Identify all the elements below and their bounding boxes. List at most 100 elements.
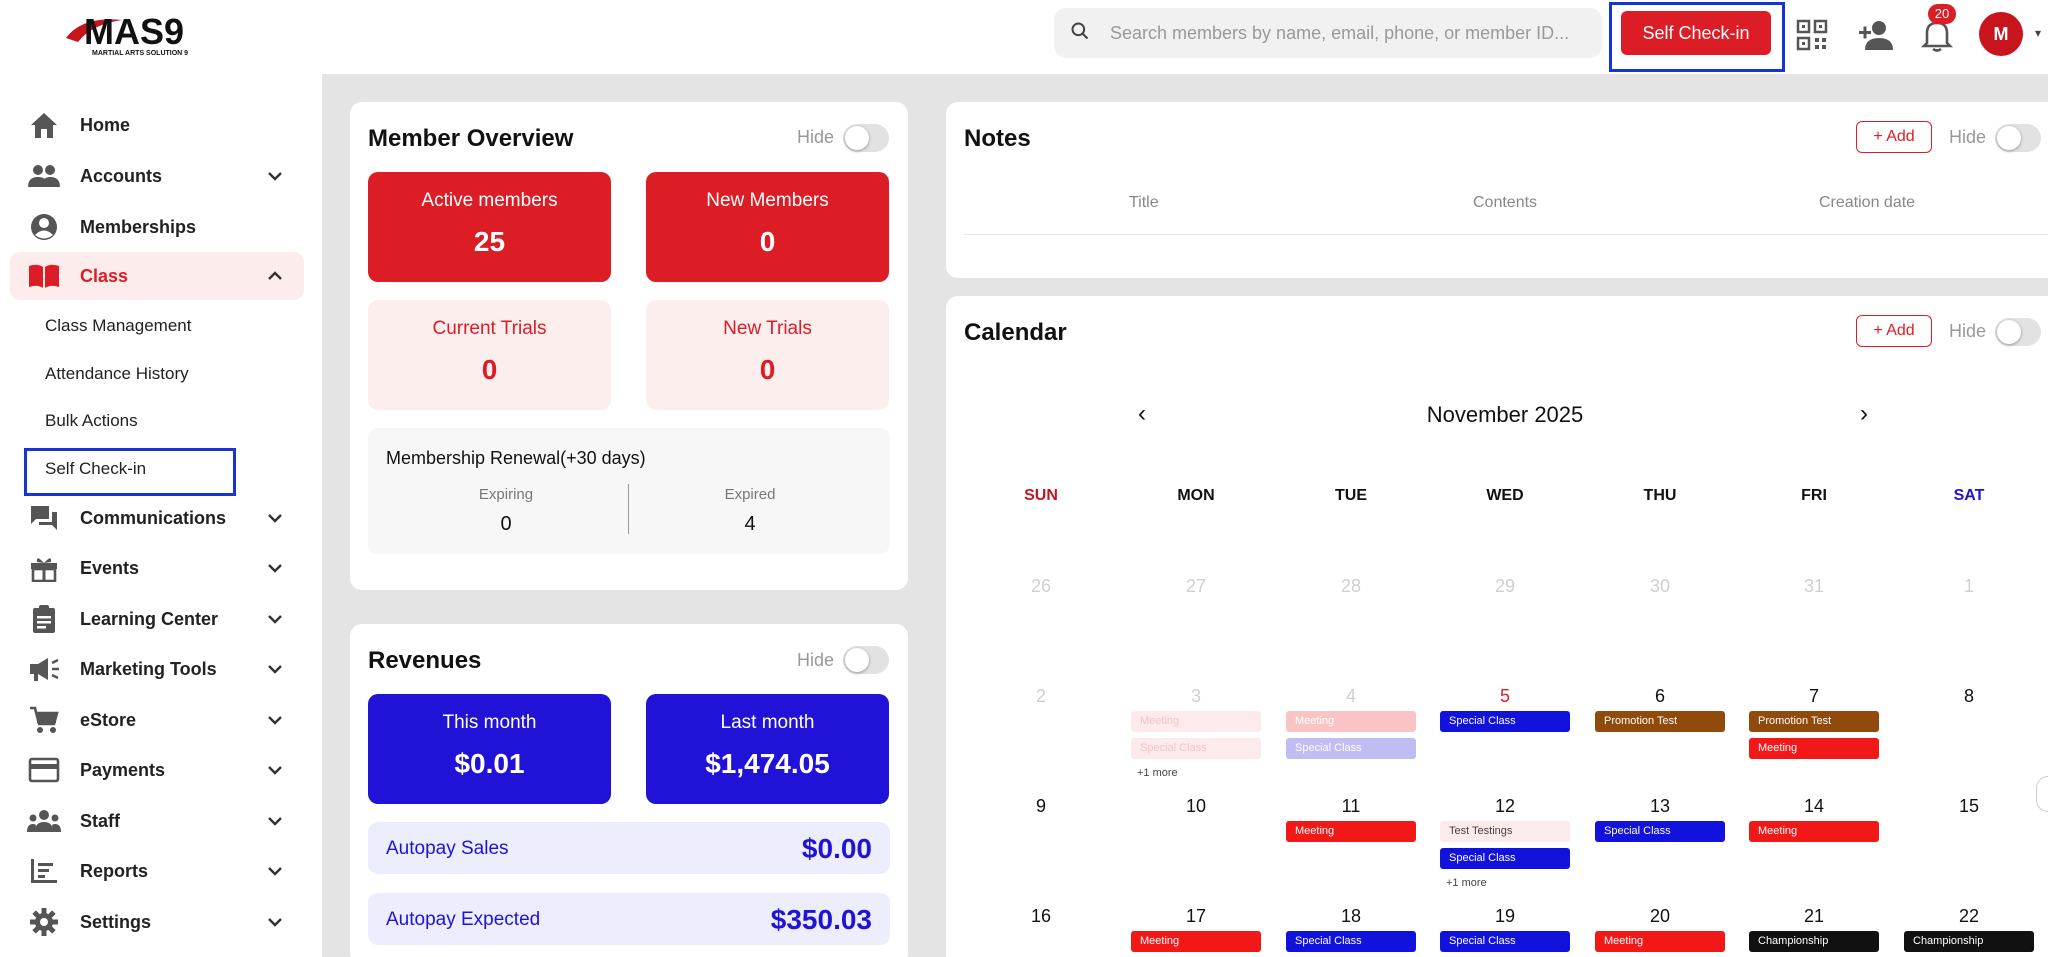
calendar-day-cell[interactable]: 5 [1499, 686, 1510, 706]
calendar-hide-toggle[interactable] [1995, 318, 2041, 346]
sidebar-item-estore[interactable]: eStore [10, 696, 304, 744]
sidebar-subitem-class-management[interactable]: Class Management [45, 316, 192, 335]
calendar-more-link[interactable]: +1 more [1446, 877, 1487, 889]
calendar-day-cell[interactable]: 18 [1340, 906, 1362, 926]
calendar-day-cell[interactable]: 21 [1803, 906, 1825, 926]
sidebar-item-marketing-tools[interactable]: Marketing Tools [10, 645, 304, 693]
revenues-hide-toggle[interactable] [843, 646, 889, 674]
calendar-day-cell[interactable]: 26 [1030, 576, 1052, 596]
calendar-event[interactable]: Special Class [1286, 738, 1416, 759]
chevron-down-icon [268, 172, 282, 181]
weekday-fri: FRI [1801, 487, 1827, 504]
calendar-day-cell[interactable]: 17 [1185, 906, 1207, 926]
sidebar-item-settings[interactable]: Settings [10, 898, 304, 946]
active-members-stat[interactable]: Active members 25 [368, 172, 611, 282]
add-user-icon[interactable] [1856, 15, 1896, 55]
user-avatar[interactable]: M [1979, 12, 2023, 56]
calendar-more-link[interactable]: +1 more [1137, 767, 1178, 779]
calendar-event[interactable]: Championship [1749, 931, 1879, 952]
calendar-event[interactable]: Promotion Test [1749, 711, 1879, 732]
notes-column-contents[interactable]: Contents [1473, 194, 1538, 211]
sidebar-item-events[interactable]: Events [10, 544, 304, 592]
last-month-revenue-stat[interactable]: Last month $1,474.05 [646, 694, 889, 804]
sidebar-subitem-attendance-history[interactable]: Attendance History [45, 364, 189, 383]
calendar-day-cell[interactable]: 20 [1649, 906, 1671, 926]
autopay-expected-value: $350.03 [770, 904, 872, 935]
calendar-day-cell[interactable]: 11 [1341, 796, 1361, 816]
expiring-stat[interactable]: Expiring 0 [406, 486, 606, 536]
sidebar-item-home[interactable]: Home [10, 101, 304, 149]
calendar-day-cell[interactable]: 2 [1035, 686, 1046, 706]
sidebar-item-payments[interactable]: Payments [10, 746, 304, 794]
expiring-value: 0 [500, 513, 512, 535]
add-calendar-event-button[interactable]: + Add [1856, 315, 1932, 347]
add-note-button[interactable]: + Add [1856, 121, 1932, 153]
qr-code-icon[interactable] [1792, 15, 1832, 55]
calendar-day-cell[interactable]: 15 [1958, 796, 1980, 816]
calendar-day-cell[interactable]: 29 [1494, 576, 1516, 596]
calendar-day-cell[interactable]: 12 [1494, 796, 1516, 816]
calendar-event[interactable]: Special Class [1440, 848, 1570, 869]
sidebar-item-class[interactable]: Class [10, 252, 304, 300]
mas9-logo[interactable]: MAS9 MARTIAL ARTS SOLUTION 9 [62, 8, 242, 58]
svg-text:MARTIAL ARTS SOLUTION 9: MARTIAL ARTS SOLUTION 9 [92, 50, 188, 57]
calendar-event[interactable]: Championship [1904, 931, 2034, 952]
calendar-day-cell[interactable]: 27 [1185, 576, 1207, 596]
calendar-event[interactable]: Meeting [1749, 821, 1879, 842]
search-input[interactable] [1110, 22, 1580, 44]
sidebar-item-staff[interactable]: Staff [10, 797, 304, 845]
expired-stat[interactable]: Expired 4 [650, 486, 850, 536]
sidebar-item-memberships[interactable]: Memberships [10, 203, 304, 251]
calendar-event[interactable]: Meeting [1131, 711, 1261, 732]
calendar-event[interactable]: Special Class [1286, 931, 1416, 952]
new-trials-stat[interactable]: New Trials 0 [646, 300, 889, 410]
current-trials-stat[interactable]: Current Trials 0 [368, 300, 611, 410]
calendar-event[interactable]: Special Class [1595, 821, 1725, 842]
calendar-day-cell[interactable]: 31 [1803, 576, 1825, 596]
next-month-button[interactable]: › [1860, 400, 1868, 427]
autopay-sales-row[interactable]: Autopay Sales $0.00 [368, 822, 890, 874]
calendar-day-cell[interactable]: 1 [1963, 576, 1974, 596]
calendar-event[interactable]: Test Testings [1440, 821, 1570, 842]
previous-month-button[interactable]: ‹ [1138, 400, 1146, 427]
calendar-day-cell[interactable]: 6 [1654, 686, 1665, 706]
calendar-event[interactable]: Special Class [1131, 738, 1261, 759]
notes-column-creation-date[interactable]: Creation date [1819, 194, 1916, 211]
calendar-day-cell[interactable]: 7 [1808, 686, 1819, 706]
calendar-day-cell[interactable]: 9 [1035, 796, 1046, 816]
calendar-day-cell[interactable]: 3 [1190, 686, 1201, 706]
sidebar-item-learning-center[interactable]: Learning Center [10, 595, 304, 643]
member-overview-hide-toggle[interactable] [843, 124, 889, 152]
calendar-day-cell[interactable]: 28 [1340, 576, 1362, 596]
chevron-down-icon[interactable]: ▾ [2035, 26, 2042, 40]
calendar-event[interactable]: Meeting [1595, 931, 1725, 952]
sidebar-item-accounts[interactable]: Accounts [10, 152, 304, 200]
sidebar-subitem-self-checkin[interactable]: Self Check-in [45, 459, 147, 478]
calendar-day-cell[interactable]: 30 [1649, 576, 1671, 596]
calendar-day-cell[interactable]: 16 [1030, 906, 1052, 926]
new-members-stat[interactable]: New Members 0 [646, 172, 889, 282]
calendar-event[interactable]: Meeting [1286, 821, 1416, 842]
autopay-expected-row[interactable]: Autopay Expected $350.03 [368, 893, 890, 945]
calendar-event[interactable]: Meeting [1286, 711, 1416, 732]
sidebar-subitem-bulk-actions[interactable]: Bulk Actions [45, 411, 138, 430]
calendar-day-cell[interactable]: 22 [1958, 906, 1980, 926]
calendar-event[interactable]: Special Class [1440, 931, 1570, 952]
calendar-day-cell[interactable]: 14 [1803, 796, 1825, 816]
calendar-day-cell[interactable]: 13 [1649, 796, 1671, 816]
calendar-day-cell[interactable]: 19 [1494, 906, 1516, 926]
notes-column-title[interactable]: Title [1129, 194, 1159, 211]
sidebar-item-reports[interactable]: Reports [10, 847, 304, 895]
calendar-day-cell[interactable]: 4 [1345, 686, 1356, 706]
calendar-event[interactable]: Meeting [1749, 738, 1879, 759]
calendar-event[interactable]: Meeting [1131, 931, 1261, 952]
this-month-revenue-stat[interactable]: This month $0.01 [368, 694, 611, 804]
calendar-event[interactable]: Special Class [1440, 711, 1570, 732]
calendar-day-cell[interactable]: 8 [1963, 686, 1974, 706]
self-checkin-button[interactable]: Self Check-in [1621, 11, 1771, 55]
calendar-event[interactable]: Promotion Test [1595, 711, 1725, 732]
notes-hide-toggle[interactable] [1995, 124, 2041, 152]
calendar-scroll-handle[interactable] [2036, 776, 2048, 812]
calendar-day-cell[interactable]: 10 [1185, 796, 1207, 816]
sidebar-item-communications[interactable]: Communications [10, 494, 304, 542]
